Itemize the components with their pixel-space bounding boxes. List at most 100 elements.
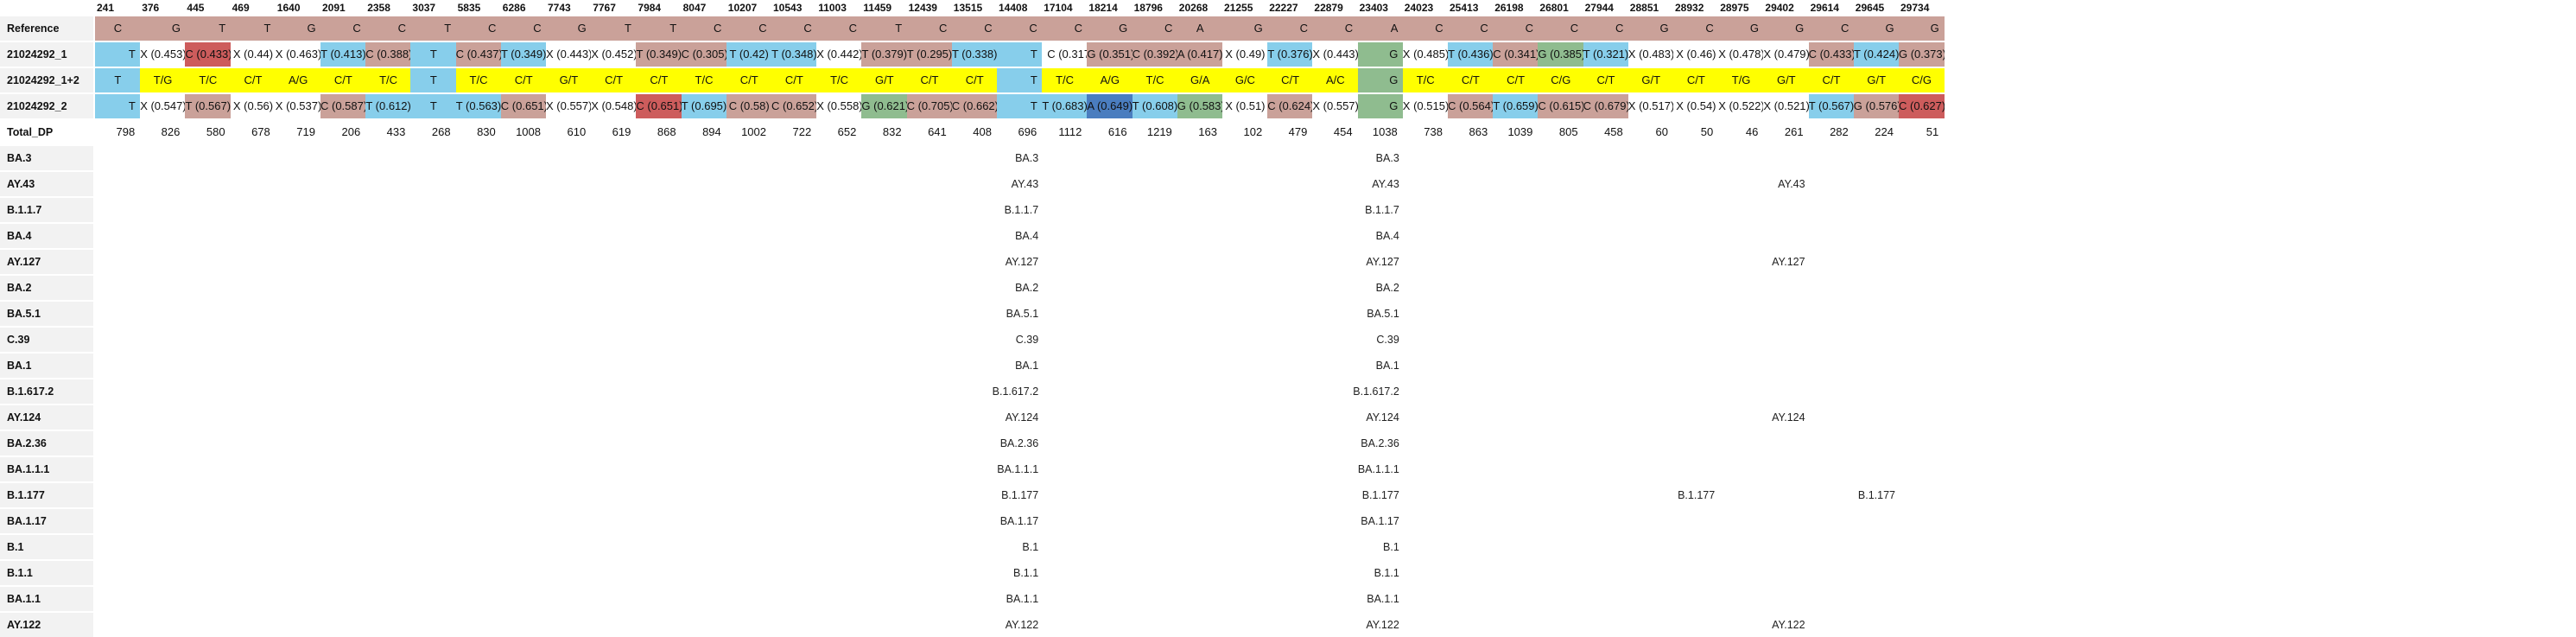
genotype-cell: C/T: [1448, 68, 1494, 92]
genotype-cell: X (0.51): [1222, 94, 1268, 118]
genotype-cell: G: [275, 16, 321, 41]
genotype-cell: T (0.349): [500, 42, 547, 67]
column-header: 6286: [502, 2, 526, 14]
column-header: 27944: [1584, 2, 1614, 14]
genotype-cell: A/C: [1312, 68, 1359, 92]
column-header: 29645: [1855, 2, 1885, 14]
column-header: 10207: [727, 2, 758, 14]
genotype-cell: C: [365, 16, 411, 41]
genotype-cell: X (0.558): [816, 94, 862, 118]
genotype-cell: C: [726, 16, 772, 41]
genotype-cell: C (0.651): [500, 94, 547, 118]
genotype-cell: C/T: [230, 68, 276, 92]
genotype-cell: C: [1267, 16, 1313, 41]
total-dp-value: 641: [928, 125, 947, 138]
genotype-cell: G/C: [1222, 68, 1268, 92]
genotype-cell: C: [455, 16, 502, 41]
total-dp-value: 738: [1424, 125, 1443, 138]
total-dp-value: 696: [1018, 125, 1037, 138]
genotype-cell: C: [1448, 16, 1494, 41]
genotype-cell: C: [997, 16, 1043, 41]
genotype-cell: G: [1718, 16, 1764, 41]
lineage-mark: BA.2.36: [1361, 437, 1399, 449]
lineage-mark: B.1.177: [1678, 489, 1716, 501]
row-label: 21024292_2: [0, 94, 93, 118]
column-header: 25413: [1450, 2, 1479, 14]
total-dp-value: 830: [477, 125, 496, 138]
genotype-cell: T (0.379): [861, 42, 908, 67]
genotype-cell: X (0.521): [1763, 94, 1810, 118]
genotype-cell: A: [1177, 16, 1223, 41]
genotype-cell: G: [1627, 16, 1674, 41]
genotype-cell: T (0.413): [320, 42, 366, 67]
genotype-cell: G/T: [861, 68, 908, 92]
genotype-cell: X (0.485): [1402, 42, 1449, 67]
genotype-cell: C (0.437): [455, 42, 502, 67]
column-header: 22879: [1314, 2, 1343, 14]
lineage-label: BA.2: [0, 276, 93, 300]
total-dp-value: 805: [1558, 125, 1578, 138]
column-header: 11003: [818, 2, 847, 14]
total-dp-value: 454: [1333, 125, 1353, 138]
column-header: 8047: [682, 2, 707, 14]
genotype-cell: G: [1763, 16, 1810, 41]
total-dp-value: 1112: [1058, 125, 1082, 138]
total-dp-value: 1039: [1507, 125, 1533, 138]
genotype-cell: X (0.522): [1718, 94, 1764, 118]
lineage-mark: BA.3: [1375, 152, 1399, 164]
genotype-cell: C (0.433): [185, 42, 232, 67]
genotype-cell: T (0.567): [185, 94, 232, 118]
genotype-cell: T (0.683): [1042, 94, 1088, 118]
genotype-cell: X (0.547): [140, 94, 186, 118]
genotype-cell: X (0.44): [230, 42, 276, 67]
genotype-cell: T/C: [1132, 68, 1178, 92]
total-dp-value: 408: [973, 125, 992, 138]
genotype-cell: G: [140, 16, 186, 41]
lineage-label: AY.124: [0, 405, 93, 430]
total-dp-value: 652: [837, 125, 857, 138]
column-header: 24023: [1404, 2, 1434, 14]
genotype-cell: T: [997, 68, 1043, 92]
lineage-mark: BA.3: [1015, 152, 1039, 164]
genotype-cell: C (0.392): [1132, 42, 1178, 67]
genotype-cell: C (0.341): [1493, 42, 1539, 67]
column-header: 376: [142, 2, 160, 14]
lineage-mark: B.1.1.7: [1004, 204, 1039, 216]
total-dp-value: 224: [1875, 125, 1894, 138]
column-header: 1640: [276, 2, 301, 14]
genotype-cell: C: [1493, 16, 1539, 41]
total-dp-value: 268: [431, 125, 451, 138]
genotype-cell: T: [230, 16, 276, 41]
column-header: 26801: [1539, 2, 1569, 14]
genotype-cell: C: [1132, 16, 1178, 41]
genotype-cell: X (0.515): [1402, 94, 1449, 118]
genotype-cell: T (0.567): [1808, 94, 1855, 118]
genotype-cell: C: [681, 16, 727, 41]
column-header: 10543: [773, 2, 803, 14]
genotype-cell: T (0.349): [636, 42, 682, 67]
genotype-cell: T/G: [140, 68, 186, 92]
genotype-cell: C (0.652): [771, 94, 817, 118]
genotype-cell: G (0.621): [861, 94, 908, 118]
lineage-label: B.1.1: [0, 561, 93, 585]
total-dp-value: 678: [251, 125, 270, 138]
lineage-label: B.1.1.7: [0, 198, 93, 222]
lineage-mark: AY.124: [1366, 411, 1399, 424]
lineage-label: BA.5.1: [0, 302, 93, 326]
genotype-cell: C/T: [591, 68, 637, 92]
genotype-cell: C: [1808, 16, 1855, 41]
genotype-cell: X (0.54): [1673, 94, 1719, 118]
column-header: 11459: [863, 2, 892, 14]
total-dp-value: 722: [792, 125, 812, 138]
column-header: 3037: [412, 2, 436, 14]
lineage-mark: AY.43: [1778, 178, 1805, 190]
lineage-label: B.1.177: [0, 483, 93, 507]
lineage-mark: BA.1.1: [1006, 593, 1039, 605]
genotype-cell: C: [320, 16, 366, 41]
genotype-cell: C/T: [1267, 68, 1313, 92]
column-header: 2091: [322, 2, 346, 14]
genotype-cell: G: [1087, 16, 1133, 41]
genotype-cell: C (0.705): [906, 94, 953, 118]
genotype-cell: C (0.305): [681, 42, 727, 67]
genotype-cell: A (0.417): [1177, 42, 1223, 67]
